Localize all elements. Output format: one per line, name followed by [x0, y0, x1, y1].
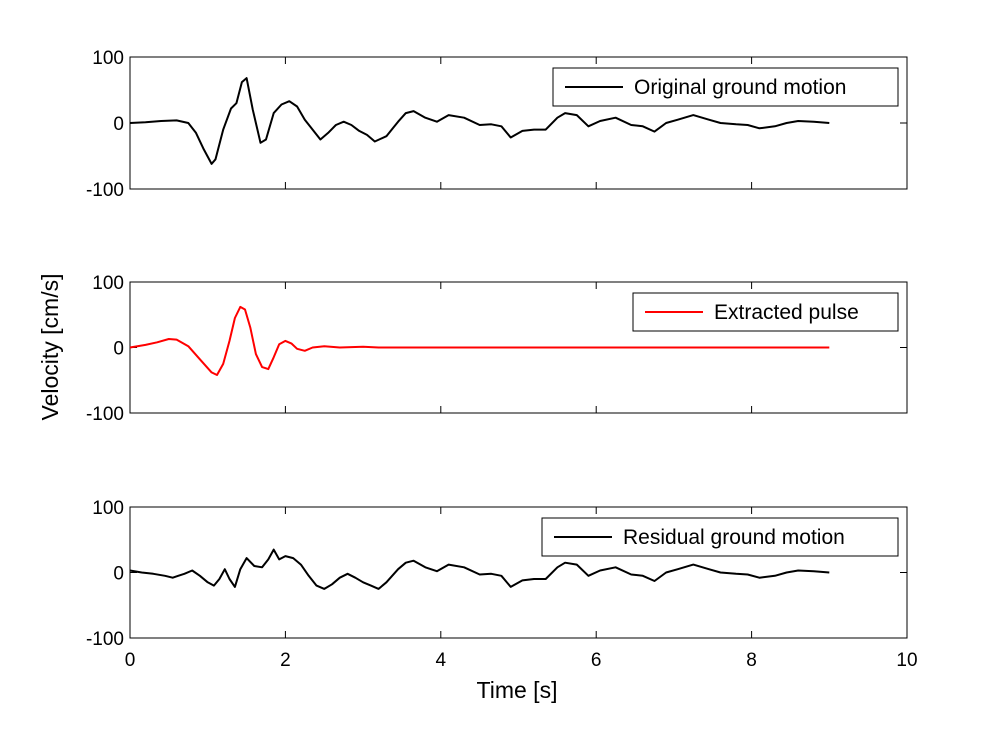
- x-tick-label: 2: [280, 650, 291, 671]
- y-tick-label: 0: [113, 339, 124, 360]
- x-tick-label: 0: [125, 650, 136, 671]
- panel-2: -100 0 100 Extracted pulse: [86, 273, 908, 425]
- y-tick-label: 0: [113, 114, 124, 135]
- x-tick-labels: 0 2 4 6 8 10: [125, 650, 918, 671]
- legend-label: Residual ground motion: [623, 526, 845, 549]
- legend: Extracted pulse: [632, 292, 899, 332]
- y-axis-label: Velocity [cm/s]: [37, 274, 63, 421]
- panel-1: -100 0 100 Original ground motion: [86, 48, 908, 201]
- series-line: [129, 77, 830, 165]
- series-line: [129, 305, 830, 376]
- x-tick-label: 6: [591, 650, 602, 671]
- x-axis-label: Time [s]: [477, 677, 558, 703]
- y-tick-label: 100: [92, 48, 124, 69]
- x-tick-label: 10: [896, 650, 917, 671]
- legend-label: Extracted pulse: [714, 301, 859, 324]
- legend: Residual ground motion: [541, 517, 899, 557]
- y-tick-label: -100: [86, 404, 124, 425]
- x-tick-label: 8: [746, 650, 757, 671]
- y-tick-label: 100: [92, 498, 124, 519]
- legend: Original ground motion: [552, 67, 899, 107]
- y-tick-label: 0: [113, 564, 124, 585]
- y-tick-label: 100: [92, 273, 124, 294]
- y-tick-label: -100: [86, 180, 124, 201]
- legend-label: Original ground motion: [634, 76, 846, 99]
- panel-3: -100 0 100 Residual ground motion: [86, 498, 908, 650]
- y-tick-label: -100: [86, 629, 124, 650]
- x-tick-label: 4: [436, 650, 447, 671]
- series-line: [129, 548, 830, 590]
